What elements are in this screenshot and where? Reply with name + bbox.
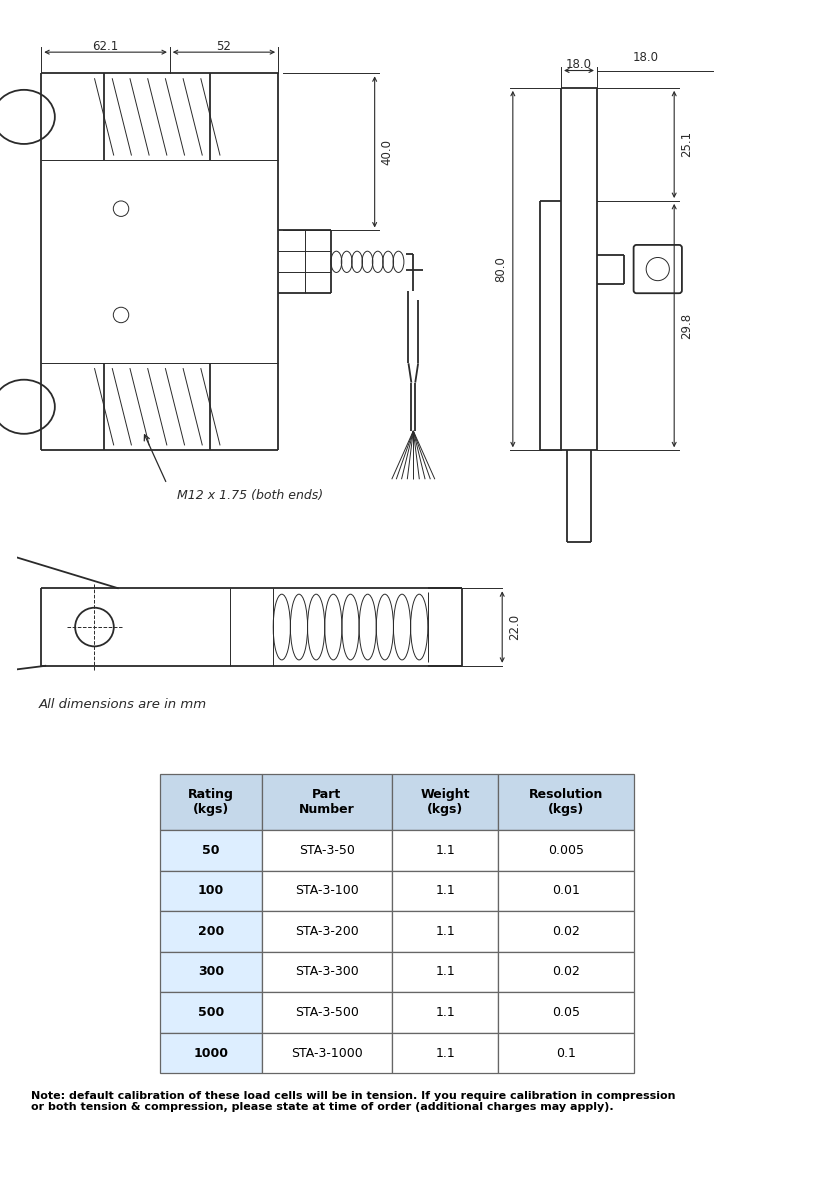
Bar	[160, 870, 262, 911]
Text: 1000: 1000	[193, 1046, 229, 1060]
Bar	[392, 952, 499, 992]
Text: STA-3-300: STA-3-300	[295, 966, 359, 978]
Bar	[262, 992, 392, 1033]
Bar	[262, 952, 392, 992]
Bar	[499, 830, 634, 870]
Text: 0.01: 0.01	[552, 884, 580, 898]
Bar	[392, 992, 499, 1033]
Bar	[499, 774, 634, 830]
Text: STA-3-200: STA-3-200	[295, 925, 359, 938]
Text: STA-3-500: STA-3-500	[295, 1006, 359, 1019]
Text: 0.05: 0.05	[552, 1006, 580, 1019]
Bar	[499, 992, 634, 1033]
Text: Rating
(kgs): Rating (kgs)	[188, 788, 234, 816]
Text: 18.0: 18.0	[566, 59, 592, 71]
Text: 0.1: 0.1	[556, 1046, 576, 1060]
Text: 62.1: 62.1	[93, 40, 118, 53]
Text: 18.0: 18.0	[632, 50, 658, 64]
Bar	[392, 870, 499, 911]
Bar	[392, 774, 499, 830]
Text: STA-3-100: STA-3-100	[295, 884, 359, 898]
Text: 1.1: 1.1	[435, 966, 455, 978]
Text: 80.0: 80.0	[494, 256, 507, 282]
Text: 1.1: 1.1	[435, 1006, 455, 1019]
Bar	[160, 911, 262, 952]
Text: STA-3-50: STA-3-50	[299, 844, 354, 857]
Bar	[392, 911, 499, 952]
Text: 500: 500	[198, 1006, 224, 1019]
Bar	[262, 774, 392, 830]
Bar	[392, 830, 499, 870]
Bar	[262, 830, 392, 870]
Bar	[160, 952, 262, 992]
Bar	[262, 1033, 392, 1074]
Text: 0.02: 0.02	[552, 925, 580, 938]
Text: 0.005: 0.005	[548, 844, 584, 857]
Bar	[499, 952, 634, 992]
Text: 50: 50	[202, 844, 219, 857]
Bar	[160, 774, 262, 830]
Text: 200: 200	[198, 925, 224, 938]
Text: 100: 100	[198, 884, 224, 898]
Text: 300: 300	[198, 966, 224, 978]
Text: 1.1: 1.1	[435, 925, 455, 938]
Text: Note: default calibration of these load cells will be in tension. If you require: Note: default calibration of these load …	[31, 1091, 676, 1112]
Bar	[262, 870, 392, 911]
Text: Weight
(kgs): Weight (kgs)	[420, 788, 470, 816]
Text: 22.0: 22.0	[508, 614, 521, 640]
Text: Resolution
(kgs): Resolution (kgs)	[529, 788, 603, 816]
Text: Part
Number: Part Number	[299, 788, 354, 816]
Bar	[499, 911, 634, 952]
Bar	[499, 1033, 634, 1074]
Text: M12 x 1.75 (both ends): M12 x 1.75 (both ends)	[177, 488, 323, 502]
Bar	[499, 870, 634, 911]
Text: 40.0: 40.0	[380, 139, 394, 164]
Text: 1.1: 1.1	[435, 884, 455, 898]
Bar	[160, 830, 262, 870]
Bar	[160, 992, 262, 1033]
Text: 25.1: 25.1	[680, 131, 693, 157]
Bar	[160, 1033, 262, 1074]
Bar	[392, 1033, 499, 1074]
Text: 29.8: 29.8	[680, 312, 693, 338]
Text: 52: 52	[217, 40, 231, 53]
Bar	[262, 911, 392, 952]
Text: 1.1: 1.1	[435, 1046, 455, 1060]
Text: STA-3-1000: STA-3-1000	[291, 1046, 363, 1060]
Text: 0.02: 0.02	[552, 966, 580, 978]
Text: 1.1: 1.1	[435, 844, 455, 857]
Text: All dimensions are in mm: All dimensions are in mm	[38, 698, 207, 712]
